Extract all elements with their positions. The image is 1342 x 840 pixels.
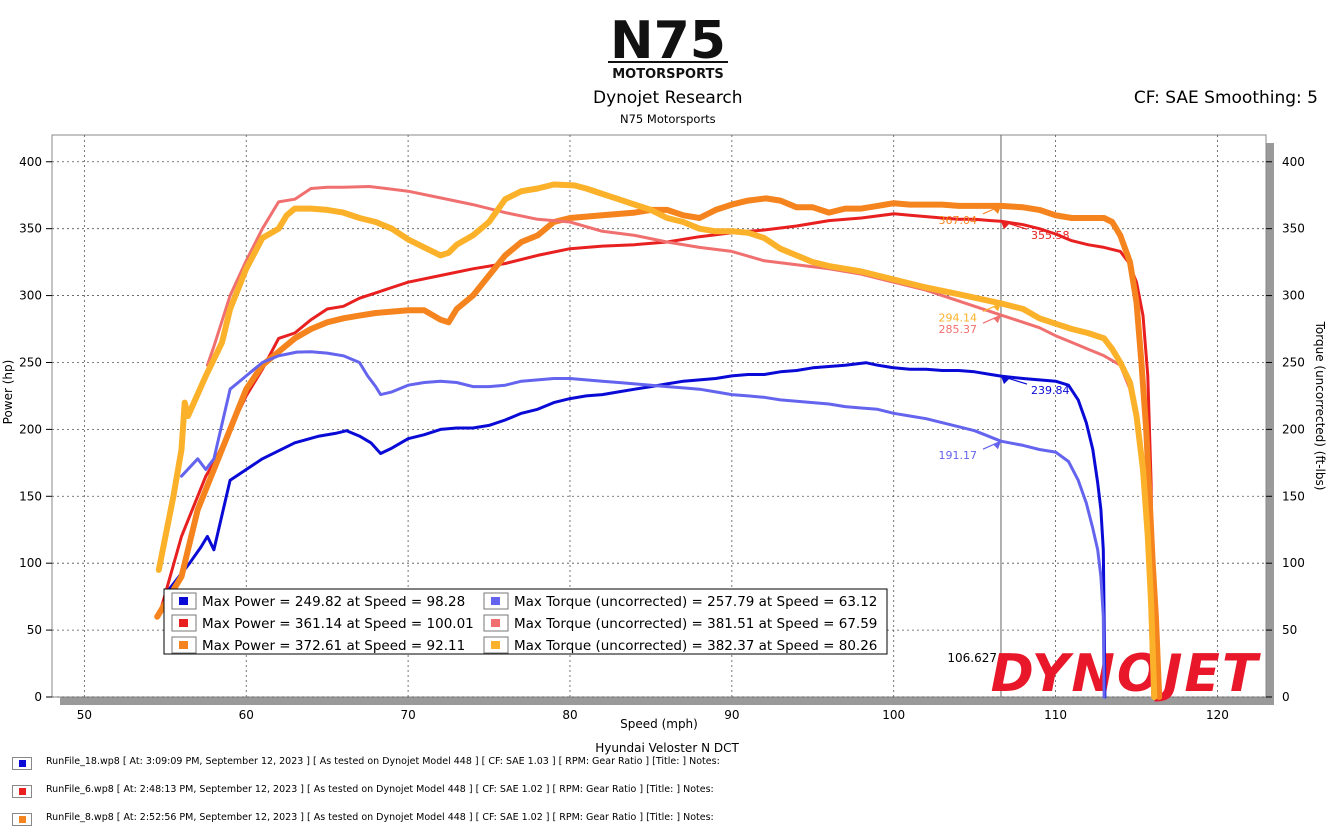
legend-swatch	[491, 597, 500, 605]
dyno-chart: 50 60 70 80 90 100 110 120 0 0 50 50 100 100 150 150 200…	[1, 134, 1327, 755]
y-axis-left-label: Power (hp)	[1, 360, 15, 425]
x-axis-label: Speed (mph)	[620, 717, 698, 731]
y-tick-label-right: 150	[1282, 489, 1305, 503]
y-axis-right-label: Torque (uncorrected) (ft-lbs)	[1313, 321, 1327, 491]
y-tick-label-left: 300	[19, 289, 42, 303]
y-tick-label-left: 200	[19, 422, 42, 436]
annotation-arrowhead	[992, 441, 1001, 450]
run-file-color-swatch	[19, 788, 26, 795]
legend-swatch	[179, 619, 188, 627]
y-tick-label-right: 400	[1282, 155, 1305, 169]
legend-swatch	[179, 597, 188, 605]
annotation-arrowhead	[992, 315, 1001, 324]
y-tick-label-right: 100	[1282, 556, 1305, 570]
series-line	[167, 361, 1107, 699]
series-group	[154, 181, 1163, 700]
x-tick-label: 110	[1044, 708, 1067, 722]
y-tick-label-right: 350	[1282, 222, 1305, 236]
run-file-text: RunFile_6.wp8 [ At: 2:48:13 PM, Septembe…	[46, 784, 714, 795]
annotation-pointer	[1000, 375, 1028, 385]
legend-swatch	[491, 619, 500, 627]
y-tick-label-right: 0	[1282, 690, 1290, 704]
grid	[52, 135, 1266, 698]
annotation-pointer	[1000, 220, 1028, 230]
legend-entry: Max Power = 249.82 at Speed = 98.28	[202, 594, 465, 610]
axis-ticks: 50 60 70 80 90 100 110 120 0 0 50 50 100 100 150 150 200…	[19, 155, 1305, 722]
run-file-color-swatch	[19, 816, 26, 823]
y-tick-label-left: 150	[19, 489, 42, 503]
x-tick-label: 90	[724, 708, 739, 722]
legend-swatch	[179, 641, 188, 649]
legend-entry: Max Power = 361.14 at Speed = 100.01	[202, 616, 474, 632]
x-tick-label: 100	[882, 708, 905, 722]
y-tick-label-left: 100	[19, 556, 42, 570]
legend: Max Power = 249.82 at Speed = 98.28 Max T…	[163, 588, 888, 655]
series-line	[155, 181, 1158, 700]
watermark-text: DYNOJET	[991, 644, 1261, 704]
n75-motorsports-logo: N75 MOTORSPORTS	[608, 11, 728, 82]
annotation-value: 239.84	[1031, 384, 1070, 397]
y-tick-label-right: 300	[1282, 289, 1305, 303]
run-file-text: RunFile_18.wp8 [ At: 3:09:09 PM, Septemb…	[46, 756, 720, 767]
legend-entry: Max Torque (uncorrected) = 381.51 at Spe…	[514, 616, 877, 632]
annotation-value: 294.14	[938, 311, 977, 324]
x-tick-label: 80	[562, 708, 577, 722]
y-tick-label-left: 350	[19, 222, 42, 236]
dynojet-watermark: DYNOJET	[991, 644, 1261, 704]
logo-sub-text: MOTORSPORTS	[612, 67, 724, 82]
run-file-color-box[interactable]	[12, 813, 32, 826]
y-tick-label-left: 400	[19, 155, 42, 169]
vehicle-label: Hyundai Veloster N DCT	[595, 741, 739, 755]
annotation-value: 355.58	[1031, 229, 1070, 242]
legend-box	[163, 588, 888, 655]
legend-entry: Max Torque (uncorrected) = 257.79 at Spe…	[514, 594, 877, 610]
run-file-color-swatch	[19, 760, 26, 767]
annotation-value: 285.37	[938, 323, 977, 336]
y-tick-label-right: 250	[1282, 355, 1305, 369]
annotation-arrowhead	[1000, 221, 1009, 230]
x-tick-label: 50	[77, 708, 92, 722]
x-tick-label: 70	[400, 708, 415, 722]
run-file-color-box[interactable]	[12, 785, 32, 798]
series-line	[154, 195, 1163, 700]
series-line	[180, 350, 1106, 699]
series-line	[205, 185, 1155, 699]
annotation-value: 191.17	[938, 449, 977, 462]
correction-factor-label: CF: SAE Smoothing: 5	[1133, 88, 1318, 108]
y-tick-label-right: 50	[1282, 623, 1297, 637]
legend-entry: Max Torque (uncorrected) = 382.37 at Spe…	[514, 638, 877, 654]
annotation-value: 367.04	[938, 214, 977, 227]
annotation-arrowhead	[992, 303, 1001, 312]
cursor-value-label: 106.627	[947, 651, 997, 665]
y-tick-label-left: 50	[27, 623, 42, 637]
y-tick-label-right: 200	[1282, 422, 1305, 436]
annotation-arrowhead	[992, 205, 1001, 214]
y-tick-label-left: 250	[19, 355, 42, 369]
x-tick-label: 60	[239, 708, 254, 722]
y-tick-label-left: 0	[34, 690, 42, 704]
legend-swatch	[491, 641, 500, 649]
legend-entry: Max Power = 372.61 at Speed = 92.11	[202, 638, 465, 654]
x-tick-label: 120	[1206, 708, 1229, 722]
run-file-color-box[interactable]	[12, 757, 32, 770]
annotation-arrowhead	[1000, 376, 1009, 385]
